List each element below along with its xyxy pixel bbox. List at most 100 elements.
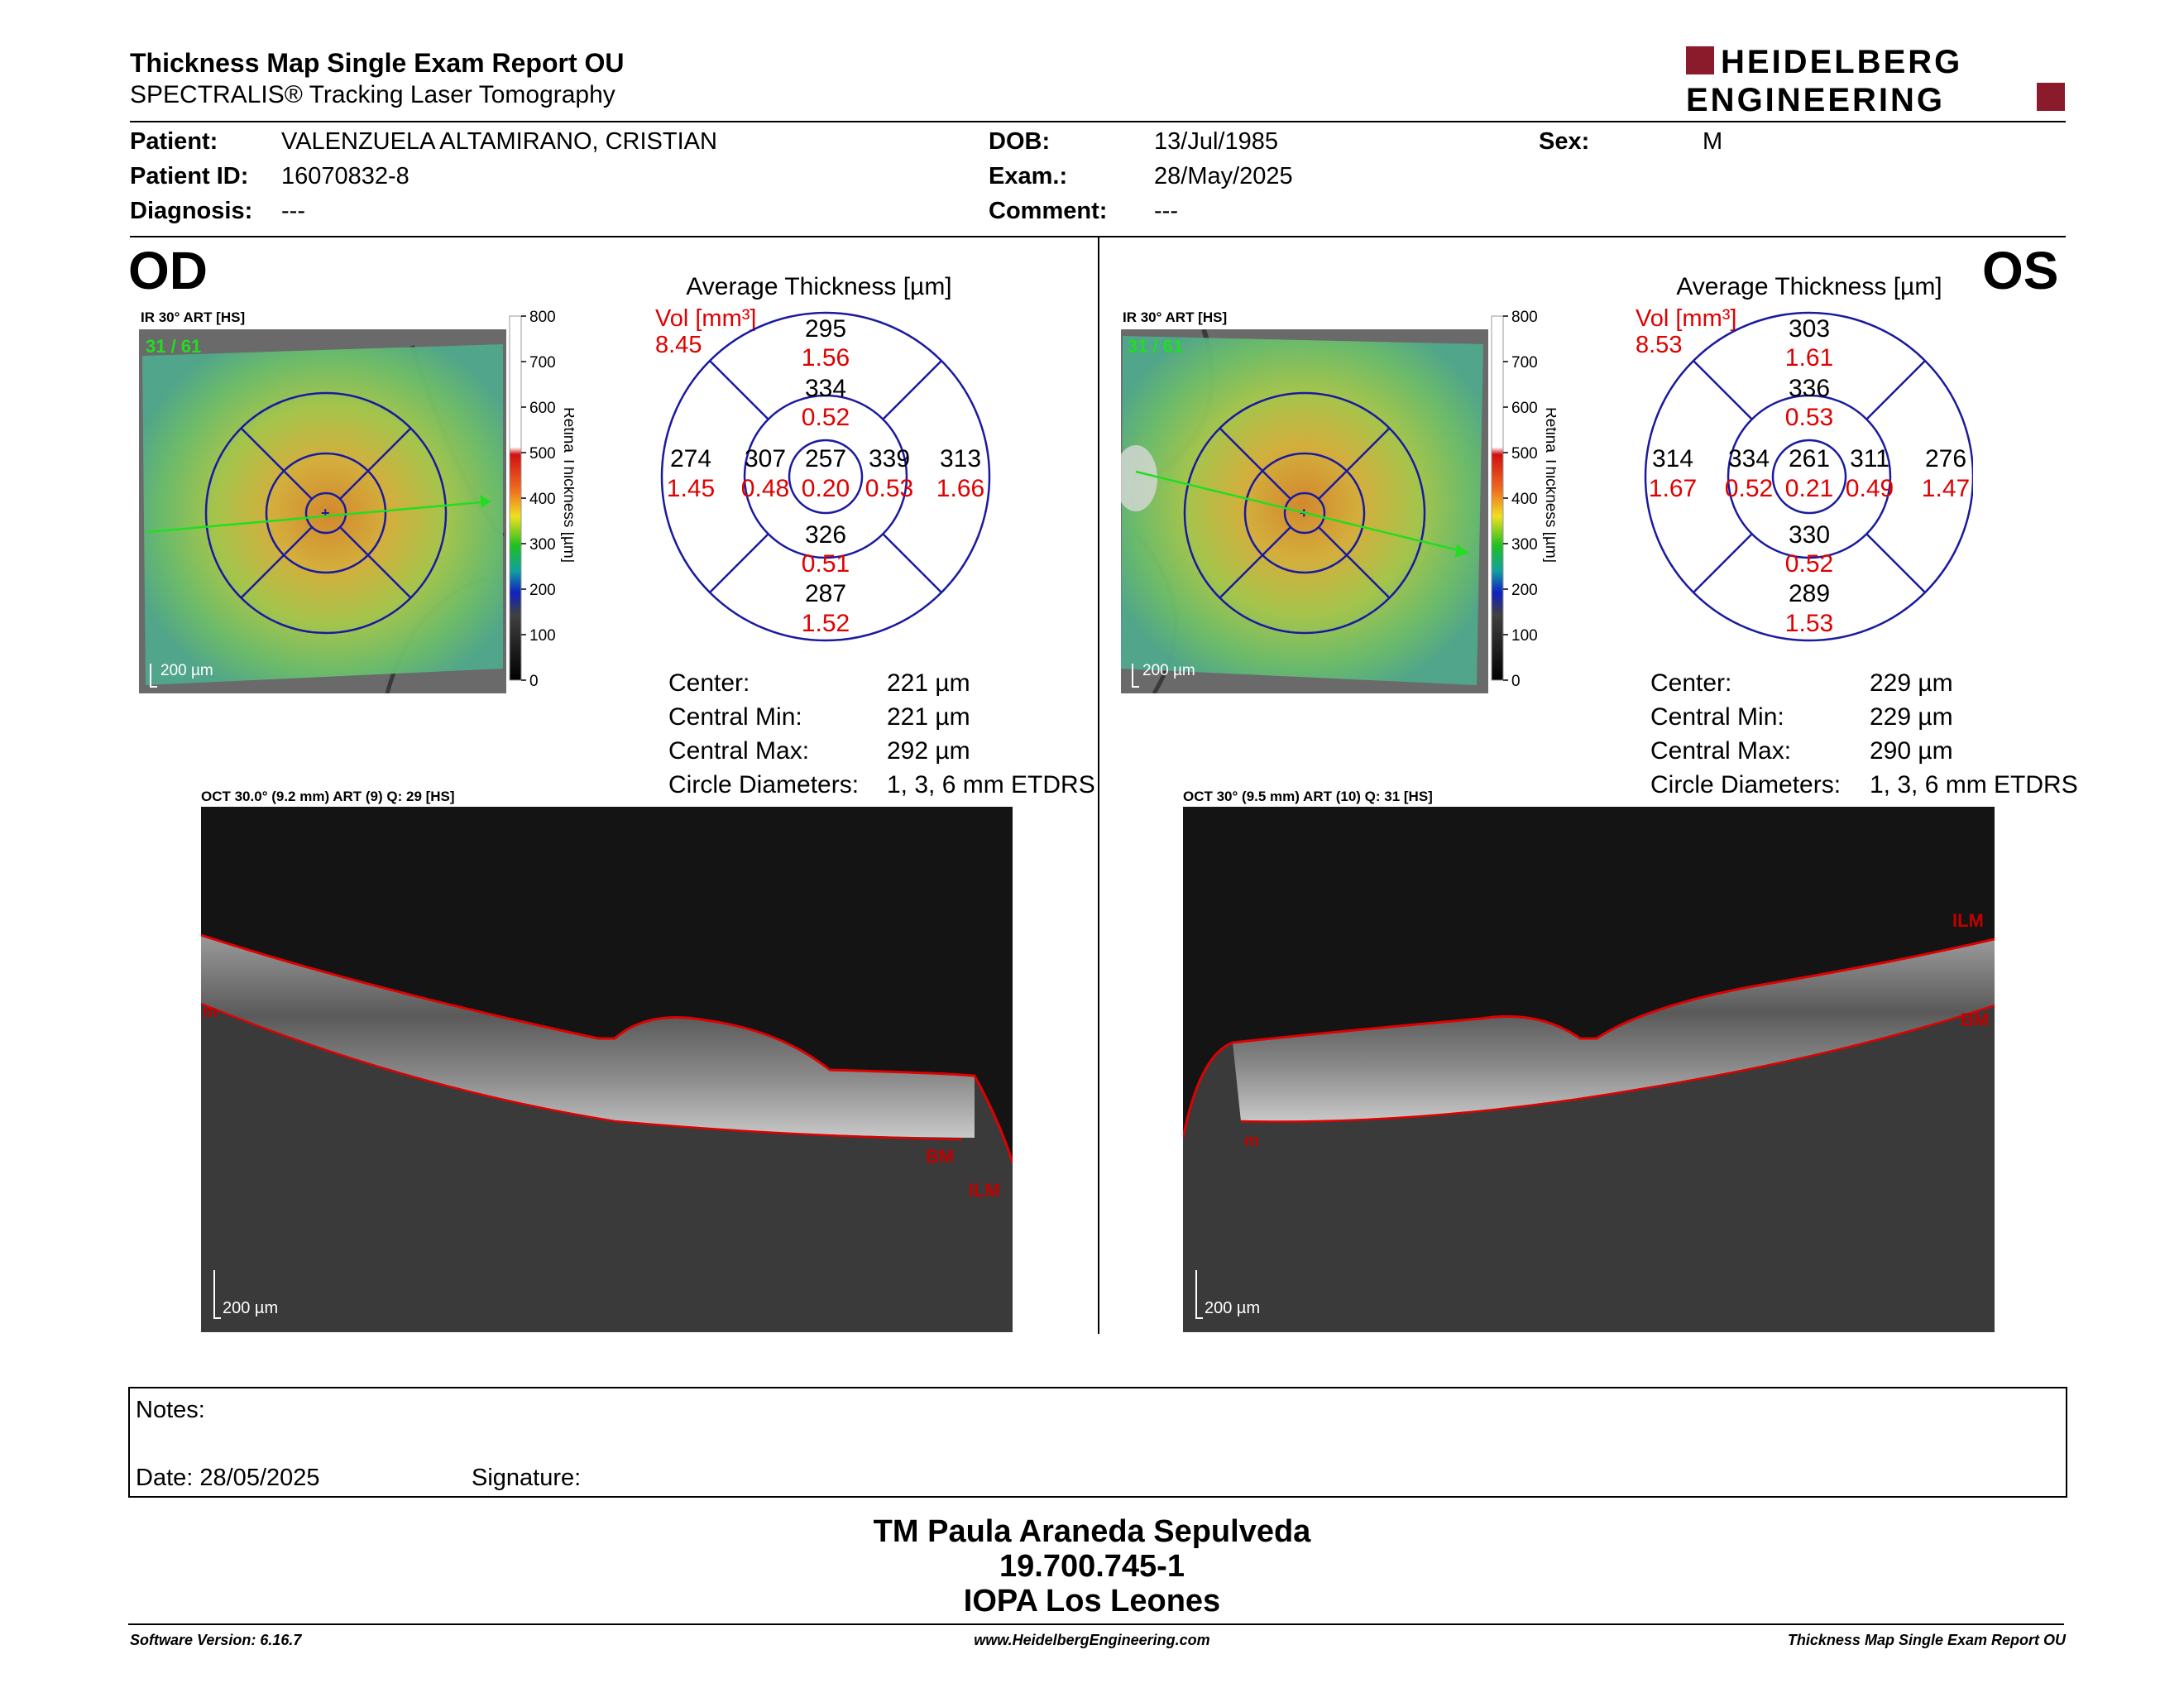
svg-text:400: 400 xyxy=(529,491,556,508)
od-eye-label: OD xyxy=(128,241,208,300)
os-circle-diam-value: 1, 3, 6 mm ETDRS xyxy=(1870,771,2078,798)
od-etdrs-grid: Average Thickness [µm] Vol [mm³] 8.45 29… xyxy=(645,265,993,645)
os-inner-left-thickness: 334 xyxy=(1728,445,1770,472)
od-center-value: 221 µm xyxy=(887,669,970,697)
od-outer-left-thickness: 274 xyxy=(670,445,711,472)
svg-text:0: 0 xyxy=(1511,673,1521,688)
svg-text:400: 400 xyxy=(1511,491,1538,508)
os-fundus-image: + 31 / 61 200 µm xyxy=(1114,328,1488,695)
os-vol-label: Vol [mm³] xyxy=(1636,305,1736,332)
website-link[interactable]: www.HeidelbergEngineering.com xyxy=(974,1632,1210,1648)
dob-value: 13/Jul/1985 xyxy=(1154,128,1278,155)
header-divider xyxy=(130,121,2066,122)
os-vol-value: 8.53 xyxy=(1636,332,1682,358)
svg-text:200: 200 xyxy=(529,582,556,599)
os-center-thickness: 261 xyxy=(1789,445,1830,472)
os-outer-left-volume: 1.67 xyxy=(1649,475,1697,502)
svg-text:300: 300 xyxy=(1511,536,1538,554)
os-outer-right-thickness: 276 xyxy=(1925,445,1966,472)
signature-label: Signature: xyxy=(472,1465,582,1491)
od-vol-label: Vol [mm³] xyxy=(655,305,756,332)
svg-text:800: 800 xyxy=(529,309,556,326)
patient-id: 16070832-8 xyxy=(281,163,410,189)
od-central-max-label: Central Max: xyxy=(668,737,810,765)
comment-label: Comment: xyxy=(989,198,1108,224)
od-colorbar: 800 700 600 500 400 300 200 100 0 Retina… xyxy=(508,308,577,690)
os-center-value: 229 µm xyxy=(1870,669,1953,697)
svg-text:600: 600 xyxy=(529,400,556,417)
od-outer-inferior-volume: 1.52 xyxy=(802,610,850,637)
os-bm-label: BM xyxy=(1961,1009,1989,1030)
od-ilm-label: ILM xyxy=(969,1180,1000,1201)
report-title: Thickness Map Single Exam Report OU xyxy=(130,48,625,78)
os-inner-inferior-volume: 0.52 xyxy=(1785,550,1833,578)
diagnosis-label: Diagnosis: xyxy=(130,198,253,224)
signer-id: 19.700.745-1 xyxy=(999,1549,1185,1584)
notes-label: Notes: xyxy=(136,1397,205,1423)
os-oct-bscan: ILM BM m 200 µm xyxy=(1181,807,1995,1332)
svg-text:+: + xyxy=(321,505,330,521)
patient-id-label: Patient ID: xyxy=(130,163,249,189)
svg-text:500: 500 xyxy=(529,445,556,463)
os-inner-left-volume: 0.52 xyxy=(1725,475,1773,502)
notes-box[interactable] xyxy=(128,1387,2067,1498)
od-inner-right-thickness: 339 xyxy=(869,445,910,472)
patient-label: Patient: xyxy=(130,128,218,155)
os-inner-superior-thickness: 336 xyxy=(1789,375,1830,402)
os-fundus-scale: 200 µm xyxy=(1142,662,1195,679)
diagnosis-value: --- xyxy=(281,198,305,224)
os-central-max-label: Central Max: xyxy=(1650,737,1792,765)
logo-line-1: HEIDELBERG xyxy=(1721,45,1962,80)
os-oct-label: OCT 30° (9.5 mm) ART (10) Q: 31 [HS] xyxy=(1183,789,1433,804)
os-outer-inferior-volume: 1.53 xyxy=(1785,610,1833,637)
os-outer-inferior-thickness: 289 xyxy=(1789,580,1830,607)
svg-text:300: 300 xyxy=(529,536,556,554)
os-center-label: Center: xyxy=(1650,669,1732,697)
notes-date: Date: 28/05/2025 xyxy=(136,1465,320,1491)
od-inner-inferior-thickness: 326 xyxy=(805,521,846,549)
od-inner-right-volume: 0.53 xyxy=(865,475,913,502)
svg-text:800: 800 xyxy=(1511,309,1538,326)
comment-value: --- xyxy=(1154,198,1178,224)
od-outer-left-volume: 1.45 xyxy=(667,475,715,502)
od-outer-superior-volume: 1.56 xyxy=(802,344,850,372)
od-outer-right-thickness: 313 xyxy=(940,445,981,472)
od-oct-label: OCT 30.0° (9.2 mm) ART (9) Q: 29 [HS] xyxy=(201,789,455,804)
os-colorbar-title: Retina Thickness [µm] xyxy=(1542,407,1556,563)
svg-text:0: 0 xyxy=(529,673,539,688)
os-outer-right-volume: 1.47 xyxy=(1922,475,1970,502)
os-central-max-value: 290 µm xyxy=(1870,737,1953,765)
od-inner-superior-volume: 0.52 xyxy=(802,404,850,431)
od-circle-diam-label: Circle Diameters: xyxy=(668,771,860,798)
od-bm-label: BM xyxy=(926,1146,954,1167)
exam-value: 28/May/2025 xyxy=(1154,163,1293,189)
os-ir-label: IR 30° ART [HS] xyxy=(1123,309,1228,325)
os-central-min-value: 229 µm xyxy=(1870,703,1953,731)
signer-org: IOPA Los Leones xyxy=(963,1584,1221,1618)
report-subtitle: SPECTRALIS® Tracking Laser Tomography xyxy=(130,81,615,108)
od-inner-left-thickness: 307 xyxy=(745,445,786,472)
svg-text:600: 600 xyxy=(1511,400,1538,417)
eye-divider xyxy=(1098,237,1099,1334)
os-avg-title: Average Thickness [µm] xyxy=(1676,273,1942,300)
os-frame-counter: 31 / 61 xyxy=(1128,336,1183,357)
signer-name: TM Paula Araneda Sepulveda xyxy=(873,1514,1311,1549)
os-outer-superior-thickness: 303 xyxy=(1789,315,1830,343)
svg-text:700: 700 xyxy=(1511,354,1538,372)
sex-label: Sex: xyxy=(1539,128,1590,155)
svg-text:100: 100 xyxy=(529,627,556,645)
od-center-label: Center: xyxy=(668,669,750,697)
footer-divider xyxy=(128,1623,2064,1625)
od-avg-title: Average Thickness [µm] xyxy=(686,273,951,300)
od-colorbar-title: Retina Thickness [µm] xyxy=(560,407,574,563)
exam-label: Exam.: xyxy=(989,163,1068,189)
os-central-min-label: Central Min: xyxy=(1650,703,1784,731)
od-circle-diam-value: 1, 3, 6 mm ETDRS xyxy=(887,771,1095,798)
od-ir-label: IR 30° ART [HS] xyxy=(141,309,246,325)
os-inner-superior-volume: 0.53 xyxy=(1785,404,1833,431)
od-central-max-value: 292 µm xyxy=(887,737,970,765)
od-oct-bscan: BM ILM m 200 µm xyxy=(200,807,1014,1332)
os-colorbar: 800 700 600 500 400 300 200 100 0 Retina… xyxy=(1490,308,1559,690)
os-outer-left-thickness: 314 xyxy=(1652,445,1693,472)
os-inner-right-thickness: 311 xyxy=(1850,445,1889,472)
